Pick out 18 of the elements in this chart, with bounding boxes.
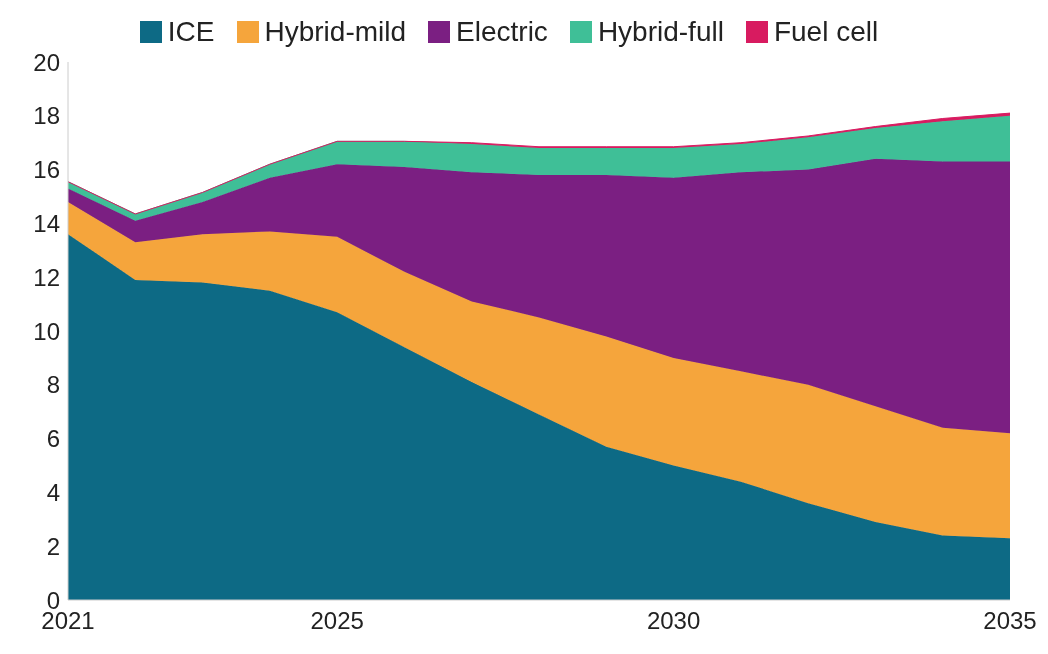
- y-tick-label: 12: [33, 263, 60, 291]
- x-tick-label: 2025: [310, 607, 364, 635]
- y-tick-label: 16: [33, 156, 60, 184]
- x-tick-label: 2030: [646, 607, 701, 635]
- legend-label: Hybrid-mild: [264, 16, 407, 48]
- x-tick-label: 2035: [983, 607, 1037, 635]
- y-tick-label: 4: [46, 478, 60, 506]
- legend-label: Hybrid-full: [597, 16, 724, 48]
- legend-label: Fuel cell: [773, 16, 879, 48]
- y-tick-label: 20: [33, 48, 60, 76]
- y-tick-label: 10: [33, 317, 60, 345]
- y-tick-label: 8: [46, 371, 60, 399]
- y-tick-label: 6: [46, 425, 60, 453]
- y-tick-label: 14: [33, 209, 60, 237]
- legend-label: Electric: [456, 16, 548, 48]
- y-tick-label: 2: [46, 532, 60, 560]
- legend-label: ICE: [167, 16, 215, 48]
- y-tick-label: 18: [33, 102, 60, 130]
